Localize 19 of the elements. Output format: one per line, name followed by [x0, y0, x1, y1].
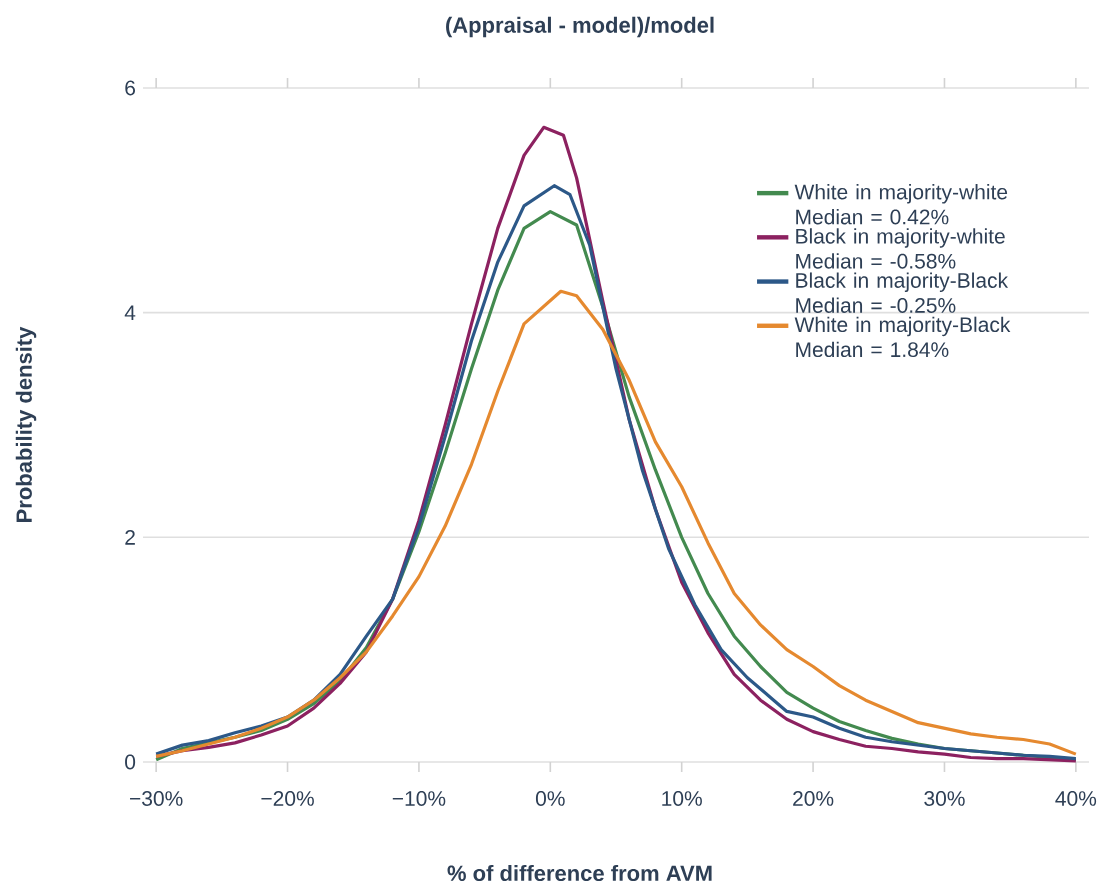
chart-title: (Appraisal - model)/model — [446, 16, 714, 38]
x-tick-label: 0% — [535, 791, 565, 806]
x-tick-label: −20% — [261, 791, 314, 806]
x-tick-label: 10% — [662, 791, 702, 806]
y-tick-label: 4 — [124, 305, 136, 320]
legend-label: Black in majority-Black Median = -0.25% — [796, 272, 1009, 313]
x-tick-label: 40% — [1055, 791, 1097, 806]
x-tick-label: 30% — [924, 791, 965, 806]
legend-label: Black in majority-white Median = -0.58% — [796, 228, 1005, 269]
y-axis-title: Probability density — [15, 326, 37, 522]
y-tick-label: 2 — [125, 530, 135, 545]
x-tick-label: 20% — [793, 791, 834, 806]
x-axis-title: % of difference from AVM — [447, 864, 712, 882]
legend-label: White in majority-Black Median = 1.84% — [794, 316, 1011, 358]
legend-label: White in majority-white Median = 0.42% — [794, 184, 1008, 225]
x-tick-label: −10% — [392, 791, 446, 806]
x-tick-label: −30% — [130, 791, 183, 806]
y-tick-label: 0 — [125, 754, 136, 770]
y-tick-label: 6 — [125, 80, 136, 96]
